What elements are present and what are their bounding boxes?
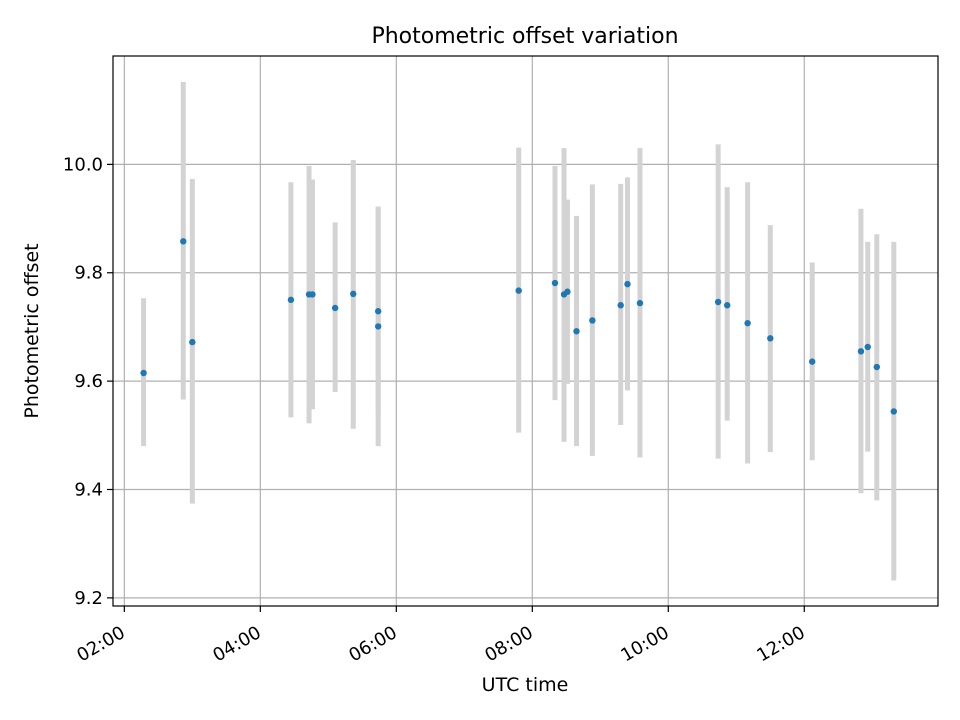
data-point: [767, 335, 774, 342]
data-point: [287, 296, 295, 304]
y-tick-label: 9.8: [74, 263, 103, 284]
data-point: [573, 328, 580, 335]
data-point: [864, 343, 871, 351]
data-point: [374, 323, 382, 330]
y-axis-label: Photometric offset: [21, 243, 43, 418]
data-point: [617, 302, 624, 309]
data-point: [857, 348, 865, 355]
data-point: [724, 302, 731, 309]
data-point: [551, 279, 559, 287]
data-point: [564, 288, 571, 295]
y-tick-label: 9.6: [74, 371, 103, 392]
data-point: [589, 317, 596, 324]
chart-title: Photometric offset variation: [371, 24, 678, 49]
data-point: [809, 358, 816, 365]
data-point: [744, 319, 751, 327]
y-tick-label: 9.4: [74, 479, 103, 500]
data-point: [331, 304, 339, 312]
data-point: [374, 308, 382, 315]
data-point: [180, 238, 187, 245]
x-axis-label: UTC time: [482, 674, 569, 696]
y-tick-label: 10.0: [63, 154, 103, 175]
y-axis-ticks: 9.2 9.4 9.6 9.8 10.0: [63, 154, 113, 609]
data-point: [714, 298, 722, 306]
data-point: [140, 369, 147, 377]
data-point: [350, 290, 357, 298]
plot-frame: [112, 55, 939, 607]
data-point: [189, 338, 196, 346]
data-point: [890, 408, 898, 415]
y-tick-label: 9.2: [74, 588, 103, 609]
data-point: [624, 280, 631, 288]
grid: [113, 56, 938, 606]
data-point: [515, 287, 522, 294]
data-point: [309, 291, 316, 298]
data-point: [873, 363, 881, 371]
data-point: [636, 299, 644, 307]
data-points: [140, 238, 898, 415]
